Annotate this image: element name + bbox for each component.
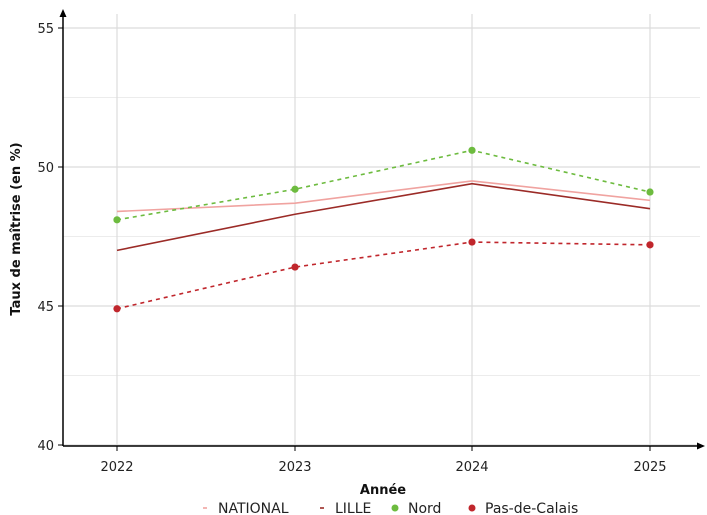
data-point-pas-de-calais [113,305,121,313]
legend-label-national: NATIONAL [218,501,289,515]
legend-label-pas-de-calais: Pas-de-Calais [485,501,578,515]
series-line-nord [116,149,651,221]
x-axis-title: Année [360,483,406,498]
series-line-lille [116,182,651,252]
data-point-nord [468,146,476,154]
legend-label-lille: LILLE [335,501,371,515]
y-tick-labels: 40 45 50 55 [37,22,63,454]
y-tick-label: 40 [37,439,54,454]
y-axis-arrow [59,9,67,17]
series-points [113,146,654,313]
series-line-pas-de-calais [116,241,651,310]
x-tick-label: 2023 [278,460,311,475]
data-point-pas-de-calais [646,241,654,249]
x-tick-label: 2022 [100,460,133,475]
y-tick-label: 50 [37,161,54,176]
series-line-national [116,180,651,213]
x-tick-label: 2024 [455,460,488,475]
grid-lines [63,14,700,446]
legend-key-pas-de-calais [468,504,476,512]
y-tick-label: 55 [37,22,54,37]
series-lines [116,149,651,310]
data-point-nord [291,185,299,193]
data-point-nord [646,188,654,196]
x-tick-labels: 2022 2023 2024 2025 [100,446,667,475]
legend-key-nord [391,504,399,512]
y-tick-label: 45 [37,300,54,315]
data-point-pas-de-calais [468,238,476,246]
legend-label-nord: Nord [408,501,441,515]
y-axis-title: Taux de maîtrise (en %) [9,142,24,315]
x-tick-label: 2025 [633,460,666,475]
legend: NATIONAL LILLE Nord Pas-de-Calais [203,501,578,515]
data-point-pas-de-calais [291,263,299,271]
axes [59,9,705,450]
x-axis-arrow [697,442,705,450]
data-point-nord [113,216,121,224]
